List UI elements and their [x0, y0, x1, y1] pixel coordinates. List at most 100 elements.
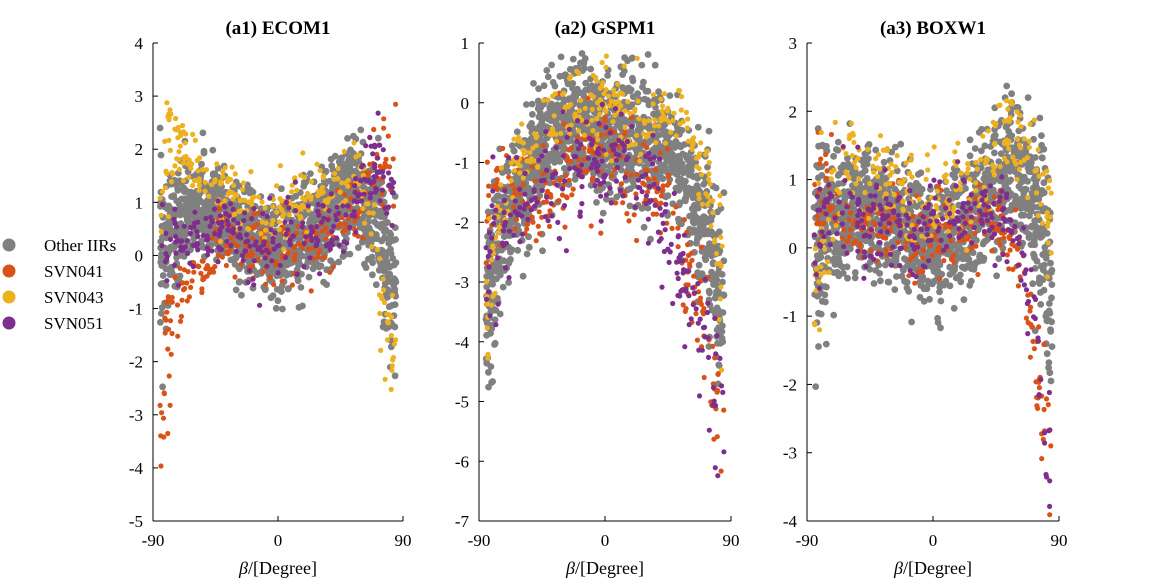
data-point — [239, 186, 246, 192]
data-point — [822, 340, 830, 348]
data-point — [680, 302, 686, 308]
y-tick-label: -1 — [455, 154, 469, 173]
data-point — [523, 250, 531, 258]
data-point — [223, 262, 229, 269]
data-point — [678, 252, 684, 258]
data-point — [638, 151, 644, 157]
data-point — [675, 292, 681, 299]
data-point — [267, 294, 275, 302]
data-point — [592, 182, 598, 189]
data-point — [659, 103, 666, 109]
data-point — [487, 249, 493, 255]
data-point — [258, 231, 264, 237]
data-point — [566, 126, 572, 132]
data-point — [166, 115, 172, 121]
data-point — [484, 325, 490, 331]
data-point — [697, 316, 703, 322]
data-point — [169, 330, 175, 337]
data-point — [624, 211, 630, 217]
data-point — [331, 223, 337, 229]
data-point — [589, 148, 595, 154]
data-point — [352, 183, 358, 189]
data-point — [688, 316, 694, 322]
data-point — [712, 402, 719, 409]
data-point — [633, 132, 640, 138]
data-point — [699, 347, 705, 353]
data-point — [352, 189, 358, 195]
data-point — [292, 244, 298, 250]
data-point — [369, 259, 376, 267]
data-point — [1043, 350, 1051, 358]
data-point — [503, 240, 509, 246]
data-point — [385, 204, 392, 210]
data-point — [567, 165, 573, 172]
data-point — [272, 230, 278, 236]
data-point — [603, 192, 610, 198]
data-point — [215, 198, 221, 204]
data-point — [1040, 189, 1048, 197]
data-point — [200, 277, 206, 283]
data-point — [169, 294, 175, 301]
data-point — [340, 229, 346, 235]
data-point — [277, 196, 283, 202]
data-point — [834, 138, 842, 146]
data-point — [489, 280, 496, 288]
data-point — [273, 286, 281, 293]
data-point — [578, 50, 586, 57]
data-point — [363, 178, 370, 184]
data-point — [241, 217, 247, 223]
data-point — [516, 191, 522, 197]
data-point — [937, 297, 945, 305]
data-point — [172, 206, 178, 212]
data-point — [652, 167, 659, 173]
data-point — [380, 276, 386, 282]
data-point — [317, 167, 323, 174]
data-point — [525, 221, 531, 227]
data-point — [707, 217, 715, 224]
data-point — [490, 221, 497, 227]
data-point — [512, 198, 518, 204]
data-point — [491, 316, 499, 324]
data-point — [190, 131, 196, 137]
data-point — [380, 147, 386, 153]
data-point — [543, 199, 550, 205]
data-point — [188, 224, 194, 230]
data-point — [200, 167, 206, 173]
data-point — [200, 147, 208, 155]
data-point — [622, 117, 630, 125]
data-point — [698, 244, 704, 250]
data-point — [200, 258, 206, 264]
data-point — [604, 72, 611, 79]
data-point — [515, 160, 521, 167]
data-point — [275, 270, 281, 276]
data-point — [593, 199, 600, 206]
data-point — [597, 111, 603, 118]
panel-2: (a2) GSPM1-7-6-5-4-3-2-101-90 0 90β/[Degre… — [455, 18, 740, 578]
data-point — [261, 239, 267, 245]
data-point — [163, 299, 169, 305]
data-point — [672, 169, 680, 176]
data-point — [561, 203, 568, 209]
data-point — [629, 142, 635, 148]
data-point — [188, 284, 194, 290]
data-point — [587, 65, 595, 73]
data-point — [334, 235, 340, 241]
data-point — [599, 59, 605, 66]
data-point — [548, 61, 555, 69]
data-point — [277, 262, 283, 268]
y-tick-label: 1 — [135, 193, 144, 212]
data-point — [197, 206, 205, 214]
data-point — [282, 219, 288, 225]
data-point — [695, 261, 703, 269]
data-point — [198, 270, 204, 276]
data-point — [528, 100, 536, 108]
data-point — [603, 53, 610, 59]
data-point — [242, 197, 248, 203]
data-point — [707, 198, 714, 204]
data-point — [187, 230, 193, 237]
data-point — [205, 236, 211, 242]
data-point — [314, 161, 320, 167]
data-point — [341, 148, 347, 154]
data-point — [329, 228, 335, 235]
data-point — [289, 282, 295, 288]
